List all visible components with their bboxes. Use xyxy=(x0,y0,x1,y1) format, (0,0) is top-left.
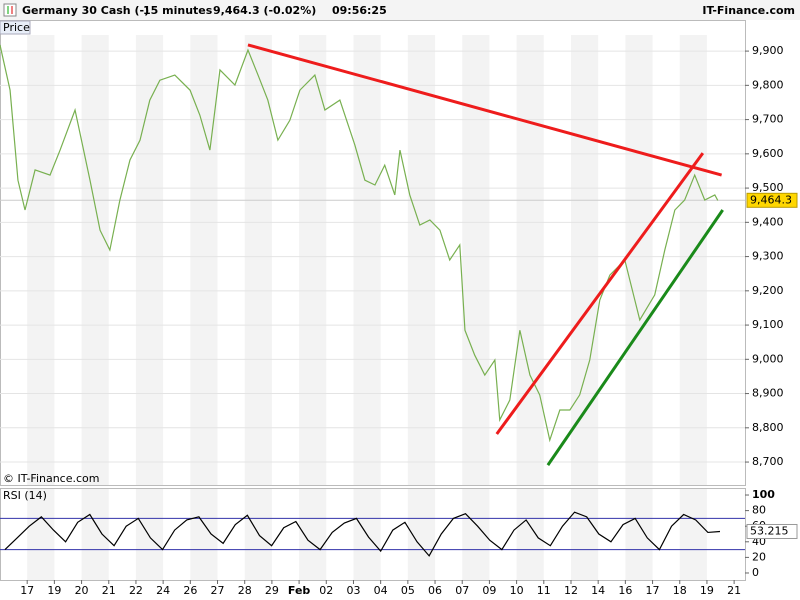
y-tick-label: 8,800 xyxy=(752,421,784,434)
x-tick-label: 27 xyxy=(211,584,225,597)
y-tick-label: 9,400 xyxy=(752,215,784,228)
x-tick-label: Feb xyxy=(288,584,311,597)
day-stripe xyxy=(190,35,218,485)
y-tick-label: 9,700 xyxy=(752,113,784,126)
x-tick-label: 14 xyxy=(591,584,605,597)
time: 09:56:25 xyxy=(332,4,387,17)
x-tick-label: 20 xyxy=(75,584,89,597)
last-value-box xyxy=(746,192,798,208)
day-stripe xyxy=(570,488,599,580)
day-stripe xyxy=(299,35,327,485)
x-tick-label: 03 xyxy=(346,584,360,597)
y-tick-label: 100 xyxy=(752,488,775,501)
y-tick-label: 20 xyxy=(752,550,766,563)
instrument: Germany 30 Cash (-) xyxy=(22,4,149,17)
day-stripe xyxy=(679,488,707,580)
day-stripe xyxy=(244,35,272,485)
day-stripe xyxy=(462,488,490,580)
x-tick-label: 02 xyxy=(319,584,333,597)
day-stripe xyxy=(679,35,707,485)
x-tick-label: 17 xyxy=(646,584,660,597)
x-tick-label: 19 xyxy=(700,584,714,597)
trendline xyxy=(247,43,723,177)
x-tick-label: 28 xyxy=(238,584,252,597)
x-tick-label: 07 xyxy=(455,584,469,597)
y-tick-label: 9,900 xyxy=(752,44,784,57)
y-tick-label: 9,600 xyxy=(752,147,784,160)
day-stripe xyxy=(407,35,436,485)
x-tick-label: 16 xyxy=(618,584,632,597)
y-tick-label: 8,700 xyxy=(752,455,784,468)
day-stripe xyxy=(27,488,55,580)
x-tick-label: 24 xyxy=(156,584,170,597)
y-tick-label: 9,200 xyxy=(752,284,784,297)
x-tick-label: 19 xyxy=(47,584,61,597)
x-tick-label: 05 xyxy=(401,584,415,597)
icon xyxy=(3,3,17,17)
x-tick-label: 09 xyxy=(482,584,496,597)
x-tick-label: 21 xyxy=(102,584,116,597)
x-tick-label: 26 xyxy=(183,584,197,597)
x-tick-label: 10 xyxy=(510,584,524,597)
y-tick-label: 0 xyxy=(752,566,759,579)
day-stripe xyxy=(516,35,544,485)
trendline xyxy=(495,152,705,435)
panel-title-box xyxy=(0,20,31,35)
last-value-label: 9,464.3 xyxy=(750,193,792,206)
x-tick-label: 12 xyxy=(564,584,578,597)
x-tick-label: 17 xyxy=(20,584,34,597)
quote: 9,464.3 (-0.02%) xyxy=(213,4,316,17)
day-stripe xyxy=(516,488,544,580)
day-stripe xyxy=(27,35,55,485)
x-tick-label: 29 xyxy=(265,584,279,597)
header-bar xyxy=(0,0,800,20)
y-tick-label: 80 xyxy=(752,504,766,517)
day-stripe xyxy=(135,488,164,580)
site: IT-Finance.com xyxy=(702,4,795,17)
last-value-label: 53.215 xyxy=(750,524,789,537)
copyright: © IT-Finance.com xyxy=(3,472,100,485)
panel-title: Price xyxy=(3,21,30,34)
y-tick-label: 9,300 xyxy=(752,250,784,263)
panel-title: RSI (14) xyxy=(3,489,47,502)
y-tick-label: 9,500 xyxy=(752,181,784,194)
x-tick-label: 06 xyxy=(428,584,442,597)
interval: 15 minutes xyxy=(143,4,213,17)
y-tick-label: 9,000 xyxy=(752,352,784,365)
day-stripe xyxy=(81,488,109,580)
day-stripe xyxy=(299,488,327,580)
day-stripe xyxy=(625,35,653,485)
day-stripe xyxy=(570,35,599,485)
x-tick-label: 04 xyxy=(374,584,388,597)
series-line xyxy=(4,511,721,557)
rsi-frame xyxy=(0,488,746,581)
x-tick-label: 18 xyxy=(673,584,687,597)
x-tick-label: 21 xyxy=(727,584,741,597)
y-tick-label: 9,100 xyxy=(752,318,784,331)
y-tick-label: 9,800 xyxy=(752,78,784,91)
trendline xyxy=(546,209,724,466)
price-frame xyxy=(0,20,746,486)
day-stripe xyxy=(462,35,490,485)
day-stripe xyxy=(190,488,218,580)
x-tick-label: 22 xyxy=(129,584,143,597)
day-stripe xyxy=(135,35,164,485)
day-stripe xyxy=(353,35,381,485)
day-stripe xyxy=(81,35,109,485)
series-line xyxy=(0,44,719,443)
x-tick-label: 11 xyxy=(537,584,551,597)
day-stripe xyxy=(625,488,653,580)
last-value-box xyxy=(746,523,798,539)
y-tick-label: 8,900 xyxy=(752,387,784,400)
